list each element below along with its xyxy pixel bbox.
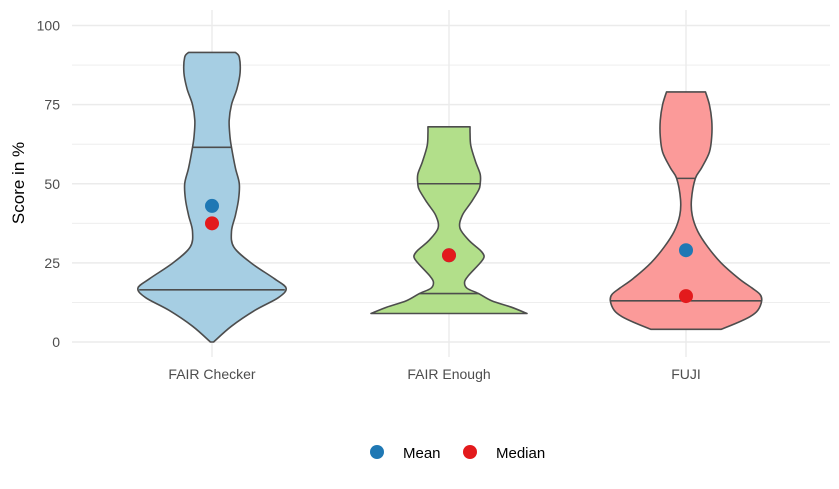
legend-label-median: Median bbox=[496, 445, 545, 462]
mean-point bbox=[679, 243, 693, 258]
y-tick-label: 100 bbox=[37, 18, 61, 34]
legend-key-median bbox=[463, 445, 477, 459]
median-point bbox=[679, 289, 693, 304]
y-tick-label: 75 bbox=[44, 97, 60, 113]
x-tick-label: FAIR Enough bbox=[407, 366, 490, 382]
mean-point bbox=[205, 198, 219, 213]
violin-fair-enough bbox=[370, 125, 528, 315]
violin-fair-checker bbox=[137, 51, 287, 343]
y-tick-label: 0 bbox=[52, 334, 60, 350]
median-point bbox=[442, 248, 456, 263]
legend: Mean Median bbox=[370, 445, 545, 462]
y-tick-label: 50 bbox=[44, 176, 60, 192]
violin-fuji bbox=[609, 91, 763, 331]
axes: 0 25 50 75 100 FAIR Checker FAIR Enough FUJI bbox=[37, 18, 701, 383]
summary-points bbox=[205, 198, 693, 304]
legend-key-mean bbox=[370, 445, 384, 459]
x-tick-label: FUJI bbox=[671, 366, 701, 382]
violins bbox=[137, 51, 763, 343]
y-axis-title: Score in % bbox=[9, 142, 28, 224]
median-point bbox=[205, 216, 219, 231]
x-tick-label: FAIR Checker bbox=[168, 366, 255, 382]
legend-label-mean: Mean bbox=[403, 445, 441, 462]
y-tick-label: 25 bbox=[44, 255, 60, 271]
